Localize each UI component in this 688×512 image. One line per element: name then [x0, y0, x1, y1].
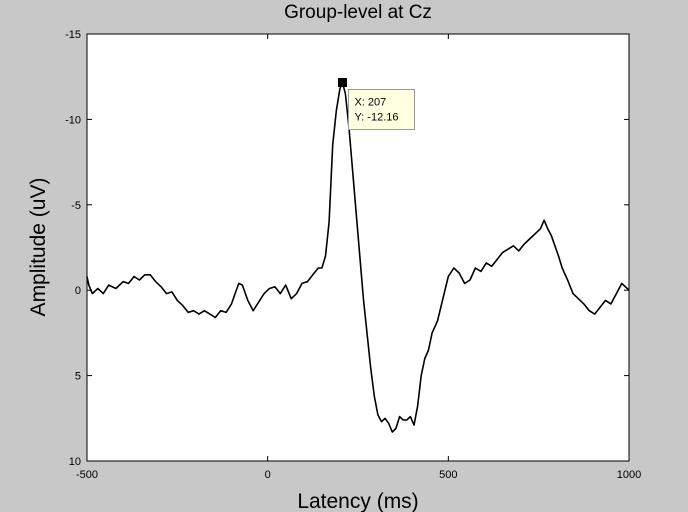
y-tick-label-5: 10 — [69, 456, 81, 468]
y-axis-label: Amplitude (uV) — [27, 178, 50, 317]
x-axis-label: Latency (ms) — [297, 490, 418, 512]
datatip-x-label: X: 207 — [354, 97, 386, 109]
data-line[interactable] — [86, 81, 630, 433]
datatip-y-label: Y: -12.16 — [354, 112, 398, 124]
axis-ticks — [86, 33, 630, 462]
datatip-box[interactable]: X: 207 Y: -12.16 — [347, 89, 415, 131]
x-tick-label-3: 1000 — [617, 469, 641, 481]
y-tick-label-1: -10 — [65, 114, 81, 126]
x-tick-labels: -500 0 500 1000 — [76, 469, 641, 481]
x-tick-label-2: 500 — [439, 469, 457, 481]
y-tick-labels: -15 -10 -5 0 5 10 — [65, 29, 81, 468]
x-tick-label-0: -500 — [76, 469, 98, 481]
datatip-marker[interactable] — [337, 78, 347, 88]
x-tick-label-1: 0 — [265, 469, 271, 481]
datatip-background — [347, 89, 415, 131]
y-tick-label-4: 5 — [75, 371, 81, 383]
y-tick-label-3: 0 — [75, 285, 81, 297]
y-tick-label-0: -15 — [65, 29, 81, 41]
chart-title: Group-level at Cz — [284, 2, 432, 23]
y-tick-label-2: -5 — [71, 200, 81, 212]
